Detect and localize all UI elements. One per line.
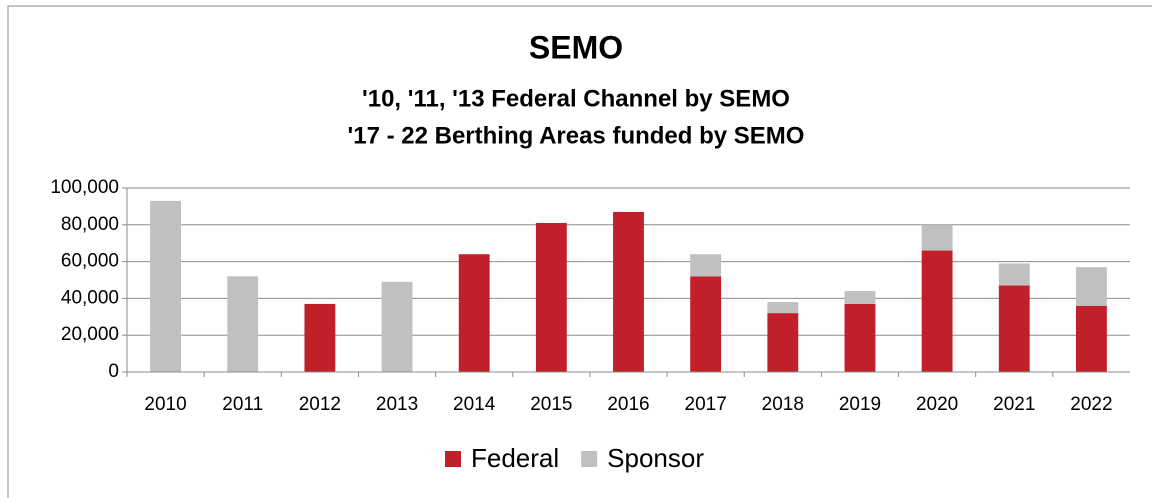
bar (613, 211, 644, 372)
y-tick-label: 80,000 (61, 214, 119, 235)
bar (998, 285, 1030, 372)
x-tick-label: 2021 (993, 394, 1035, 415)
legend-label: Federal (471, 443, 559, 473)
bar (1075, 305, 1107, 372)
y-tick-label: 60,000 (61, 251, 119, 272)
chart-frame (7, 5, 1152, 498)
bar (458, 254, 490, 372)
bar (535, 222, 567, 372)
x-tick-label: 2012 (299, 394, 341, 415)
y-tick-label: 20,000 (61, 324, 119, 345)
x-tick-label: 2016 (607, 394, 649, 415)
bar (690, 254, 722, 277)
chart-subtitle: '17 - 22 Berthing Areas funded by SEMO (348, 122, 805, 149)
bar (844, 303, 876, 372)
x-tick-label: 2011 (222, 394, 263, 415)
legend-label: Sponsor (607, 443, 704, 473)
y-tick-label: 40,000 (61, 287, 119, 308)
y-tick-label: 0 (108, 361, 119, 382)
bar (227, 276, 259, 372)
y-tick-label: 100,000 (50, 177, 119, 198)
x-tick-label: 2019 (839, 394, 881, 415)
chart-subtitle: '10, '11, '13 Federal Channel by SEMO (362, 85, 790, 112)
x-tick-label: 2010 (144, 394, 186, 415)
x-tick-label: 2015 (530, 394, 572, 415)
x-tick-label: 2014 (453, 394, 496, 415)
bar (767, 313, 799, 372)
bar (304, 303, 336, 372)
bar (381, 281, 413, 372)
legend-swatch (445, 451, 461, 467)
x-tick-label: 2013 (376, 394, 418, 415)
bar (150, 200, 182, 372)
bar (1075, 267, 1107, 306)
chart-title: SEMO (529, 29, 623, 65)
bar (998, 263, 1030, 286)
x-tick-label: 2018 (762, 394, 804, 415)
bar (921, 224, 953, 251)
bar (921, 250, 953, 372)
bar (844, 291, 876, 304)
bar (690, 276, 722, 372)
x-tick-label: 2017 (685, 394, 727, 415)
x-tick-label: 2020 (916, 394, 958, 415)
bar (767, 302, 799, 314)
x-tick-label: 2022 (1070, 394, 1112, 415)
legend-swatch (581, 451, 598, 467)
